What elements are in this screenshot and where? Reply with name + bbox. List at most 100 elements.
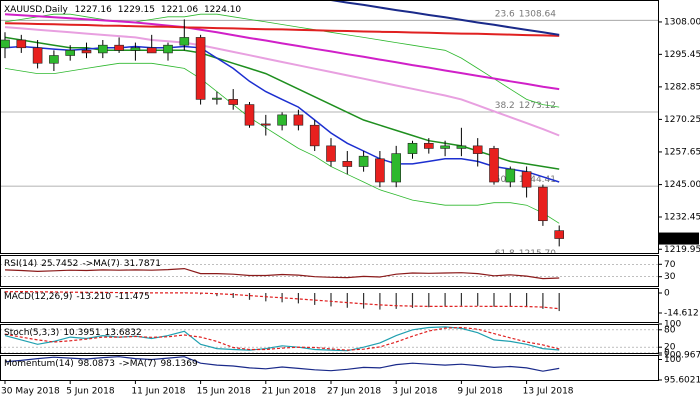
indicator-name: MACD(12,26,9): [4, 292, 72, 302]
candle-body: [407, 142, 418, 154]
fib-level: 38.2: [495, 100, 515, 110]
indicator-reading: -11.475: [115, 292, 150, 302]
last-price-label: 1224.10: [662, 234, 699, 244]
y-tick-label: 100: [664, 355, 681, 365]
candle-body: [212, 97, 222, 100]
candle-body: [146, 47, 157, 54]
candle-body: [472, 145, 483, 154]
open-value: 1227.16: [75, 5, 112, 15]
candle-body: [81, 50, 92, 54]
moving-average: [4, 13, 560, 108]
y-tick-label: 1219.95: [664, 245, 700, 255]
panel-frame: [0, 0, 659, 254]
candle-body: [489, 148, 499, 183]
x-tick-label: 5 Jun 2018: [66, 387, 115, 397]
macd-panel: [4, 290, 560, 312]
fib-level: 61.8: [495, 249, 515, 259]
candle-body: [260, 123, 271, 126]
fib-level: 23.6: [495, 9, 515, 19]
candle-body: [538, 186, 548, 222]
candle-body: [195, 37, 206, 100]
x-tick-label: 27 Jun 2018: [327, 387, 381, 397]
y-tick-label: 20: [664, 343, 676, 353]
last-price-box: [659, 232, 699, 245]
candle-body: [0, 39, 10, 49]
indicator-title: Momentum(14) 98.0873 ->MA(7) 98.1369: [4, 359, 198, 369]
candle-body: [228, 99, 238, 105]
moving-average: [4, 22, 560, 37]
fib-label: 50.0 1244.41: [495, 175, 556, 185]
indicator-name: Momentum(14): [4, 359, 74, 369]
indicator-reading: ->MA(7): [82, 259, 119, 269]
x-tick-label: 15 Jun 2018: [197, 387, 251, 397]
y-tick-label: 1295.45: [664, 50, 700, 60]
x-tick-label: 21 Jun 2018: [262, 387, 316, 397]
indicator-title: Stoch(5,3,3) 10.3951 13.6832: [4, 328, 142, 338]
indicator-name: Stoch(5,3,3): [4, 328, 59, 338]
candle-body: [130, 47, 141, 51]
indicator-reading: ->MA(7): [119, 359, 156, 369]
indicator-line: [4, 267, 560, 280]
candle-body: [440, 145, 450, 149]
indicator-name: RSI(14): [4, 259, 37, 269]
y-tick-label: 100: [664, 320, 681, 330]
fib-price: 1308.64: [519, 9, 556, 19]
low-value: 1221.06: [161, 5, 198, 15]
candle-body: [423, 142, 434, 149]
candle-body: [163, 44, 173, 54]
y-tick-label: 1245.00: [664, 180, 700, 190]
axes: 1219.95 1232.45 1245.00 1257.65 1270.25 1282.…: [1, 17, 700, 396]
candle-body: [114, 44, 124, 51]
candle-body: [179, 37, 190, 46]
y-tick-label: 0: [664, 288, 670, 298]
rsi-panel: [0, 263, 658, 280]
candle-body: [456, 145, 467, 149]
candle-body: [358, 155, 369, 167]
candle-body: [98, 44, 108, 54]
indicator-line: [4, 326, 560, 351]
y-tick-label: 1308.00: [664, 17, 700, 27]
candle-body: [521, 171, 532, 188]
x-tick-label: 11 Jun 2018: [131, 387, 185, 397]
fib-price: 1244.41: [519, 175, 556, 185]
symbol: XAUUSD,Daily: [4, 5, 68, 15]
candle-body: [277, 114, 287, 126]
indicator-reading: 98.0873: [78, 359, 115, 369]
y-tick-label: 80: [664, 325, 676, 335]
price-panel: 23.6 1308.64 38.2 1273.12 50.0 1244.41 61.8 121…: [0, 0, 658, 259]
y-tick-label: 70: [664, 260, 676, 270]
moving-average: [4, 62, 560, 224]
momentum-panel: [4, 356, 560, 372]
moving-average: [4, 45, 560, 183]
candle-body: [326, 145, 336, 162]
indicator-line: [4, 326, 560, 352]
candle-body: [375, 158, 385, 183]
x-tick-label: 30 May 2018: [1, 387, 60, 397]
y-tick-label: 1232.45: [664, 212, 700, 222]
moving-average: [330, 0, 560, 36]
indicator-reading: 25.7452: [41, 259, 78, 269]
panel-frame: [0, 288, 659, 323]
y-tick-label: 30: [664, 272, 676, 282]
y-tick-label: 100.9675: [664, 351, 700, 361]
fib-label: 23.6 1308.64: [495, 9, 557, 19]
panel-frame: [0, 255, 659, 287]
y-tick-label: 95.6021: [664, 376, 700, 386]
x-tick-label: 9 Jul 2018: [457, 387, 502, 397]
candle-body: [244, 104, 255, 126]
fib-level: 50.0: [495, 175, 515, 185]
candle-body: [32, 47, 43, 64]
candle-body: [65, 50, 75, 56]
candle-body: [391, 153, 402, 183]
moving-average: [4, 26, 560, 137]
chart-header: XAUUSD,Daily 1227.16 1229.15 1221.06 122…: [4, 5, 241, 15]
close-value: 1224.10: [204, 5, 241, 15]
y-tick-label: -14.612: [664, 308, 699, 318]
fib-price: 1273.12: [519, 100, 556, 110]
candle-body: [342, 161, 353, 167]
y-tick-label: 1257.65: [664, 147, 700, 157]
candle-body: [293, 114, 304, 126]
moving-average: [4, 36, 560, 170]
high-value: 1229.15: [118, 5, 155, 15]
